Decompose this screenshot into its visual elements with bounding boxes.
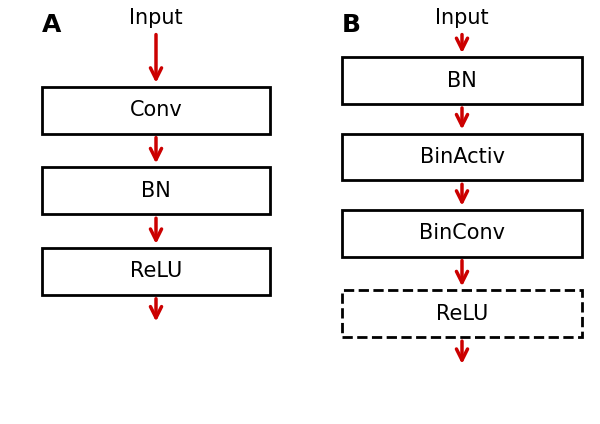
FancyBboxPatch shape [342, 210, 582, 257]
Text: ReLU: ReLU [130, 261, 182, 282]
FancyBboxPatch shape [42, 248, 270, 295]
FancyBboxPatch shape [342, 57, 582, 104]
Text: BinConv: BinConv [419, 223, 505, 243]
Text: Input: Input [129, 8, 183, 28]
Text: BinActiv: BinActiv [419, 147, 505, 167]
FancyBboxPatch shape [342, 290, 582, 337]
FancyBboxPatch shape [342, 134, 582, 180]
Text: A: A [42, 13, 61, 37]
Text: ReLU: ReLU [436, 304, 488, 324]
Text: Input: Input [435, 8, 489, 28]
Text: BN: BN [447, 70, 477, 91]
Text: B: B [342, 13, 361, 37]
Text: BN: BN [141, 181, 171, 201]
FancyBboxPatch shape [42, 87, 270, 134]
Text: Conv: Conv [130, 100, 182, 120]
FancyBboxPatch shape [42, 167, 270, 214]
